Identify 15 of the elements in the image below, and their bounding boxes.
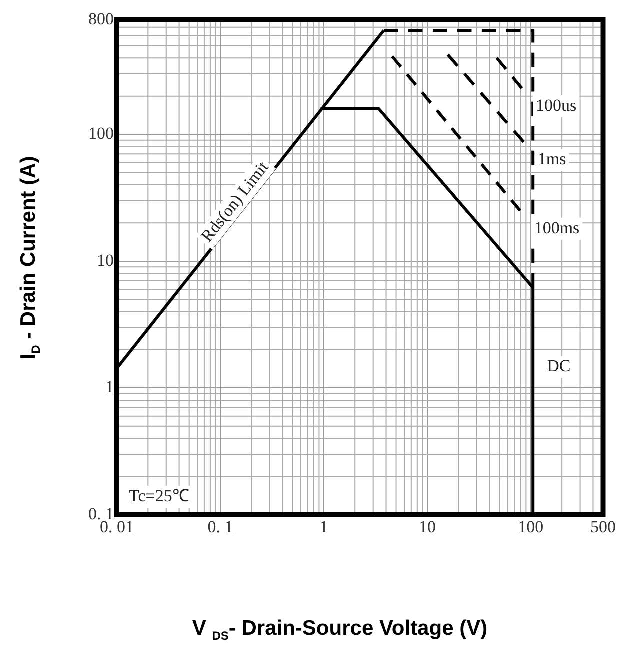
x-tick-label: 100 — [518, 518, 544, 537]
x-tick-label: 1 — [320, 518, 328, 537]
x-tick-label: 10 — [418, 518, 436, 537]
annotation: Tc=25℃ — [128, 486, 190, 506]
y-tick-label: 800 — [88, 9, 114, 28]
y-tick-label: 10 — [97, 250, 114, 270]
x-tick-label: 0. 1 — [208, 518, 234, 537]
series-label: DC — [547, 356, 571, 376]
series-label: 100us — [536, 96, 577, 115]
y-tick-label: 100 — [88, 124, 114, 143]
x-axis-title: V $_{DS}$- Drain-Source Voltage (V) — [192, 616, 488, 644]
series-label: 1ms — [538, 150, 566, 169]
x-tick-label: 500 — [590, 518, 616, 537]
series-label: 100ms — [534, 218, 580, 238]
y-tick-label: 1 — [106, 378, 114, 397]
